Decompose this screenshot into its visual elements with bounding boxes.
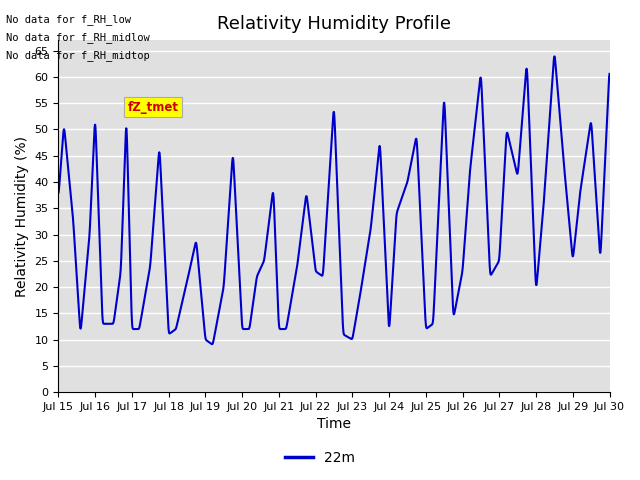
Text: No data for f_RH_midtop: No data for f_RH_midtop <box>6 50 150 61</box>
X-axis label: Time: Time <box>317 418 351 432</box>
Legend: 22m: 22m <box>280 445 360 471</box>
Title: Relativity Humidity Profile: Relativity Humidity Profile <box>217 15 451 33</box>
Text: fZ_tmet: fZ_tmet <box>127 100 179 113</box>
Text: No data for f_RH_low: No data for f_RH_low <box>6 13 131 24</box>
Y-axis label: Relativity Humidity (%): Relativity Humidity (%) <box>15 136 29 297</box>
Text: No data for f_RH_midlow: No data for f_RH_midlow <box>6 32 150 43</box>
